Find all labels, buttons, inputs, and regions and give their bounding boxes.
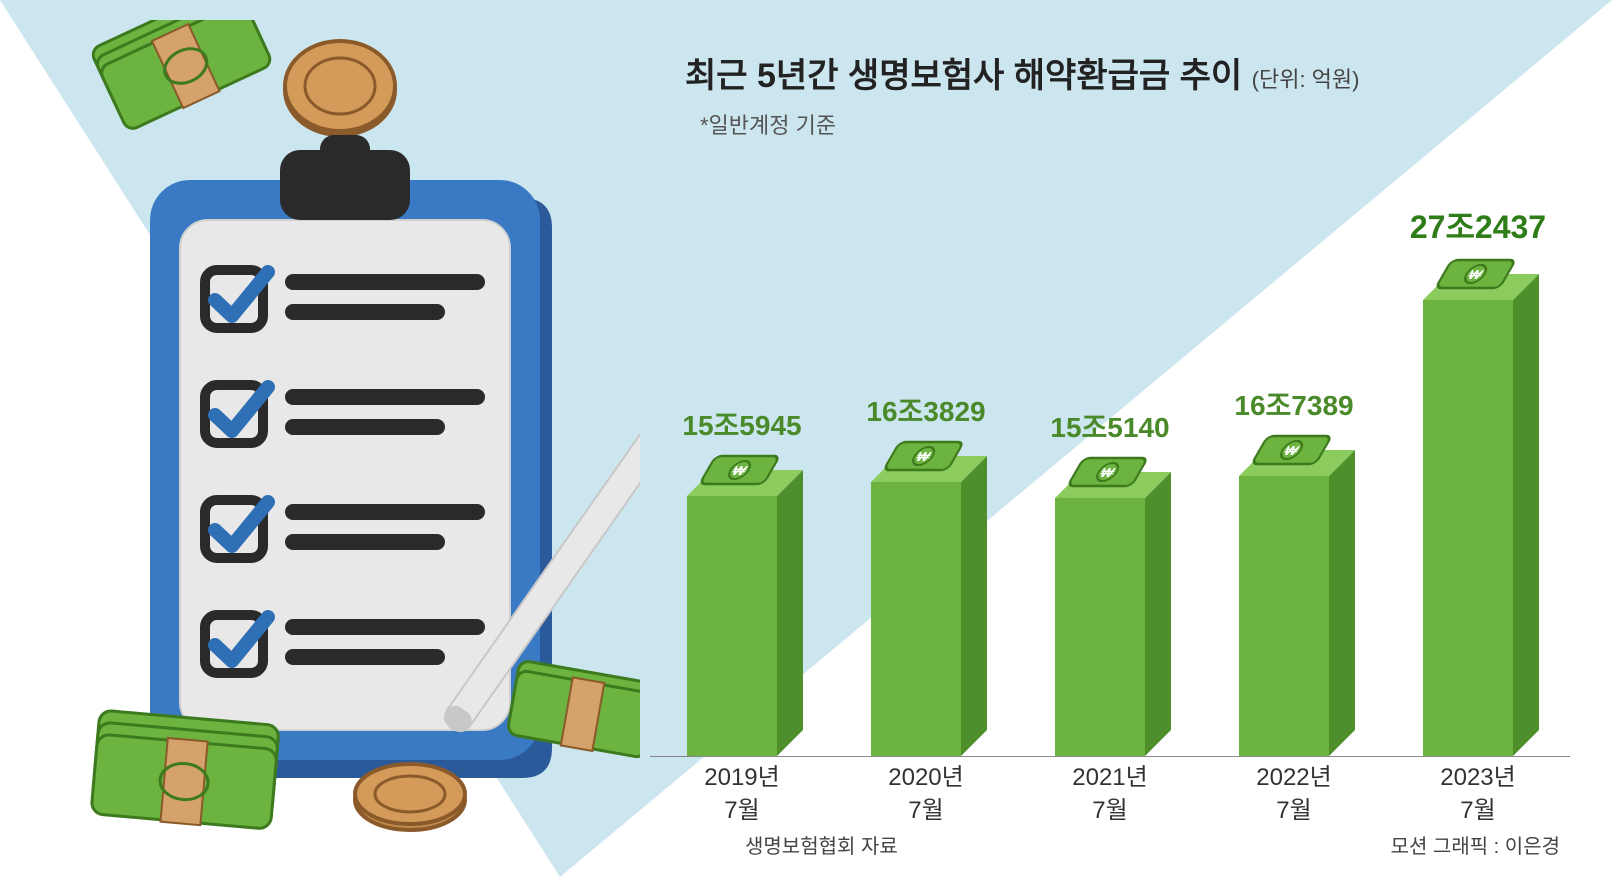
bar-3d (687, 470, 797, 756)
bar-value-label: 15조5945 (682, 404, 801, 444)
axis-label: 2021년7월 (1025, 762, 1195, 827)
bar-3d (1055, 472, 1165, 756)
bar-group: 27조2437 ₩ (1393, 202, 1563, 756)
axis-label: 2023년7월 (1393, 762, 1563, 827)
bar-3d (871, 456, 981, 756)
axis-label: 2020년7월 (841, 762, 1011, 827)
clipboard-illustration (40, 20, 640, 840)
bar-3d (1423, 274, 1533, 756)
bar-value-label: 27조2437 (1410, 202, 1546, 248)
chart-unit: (단위: 억원) (1252, 67, 1360, 92)
bar-group: 16조3829 ₩ (841, 390, 1011, 756)
bar-value-label: 16조3829 (866, 390, 985, 430)
bar-value-label: 16조7389 (1234, 384, 1353, 424)
axis-label: 2022년7월 (1209, 762, 1379, 827)
source-text: 생명보험협회 자료 (745, 830, 898, 859)
bar-group: 15조5140 ₩ (1025, 406, 1195, 756)
money-icon: ₩ (700, 452, 784, 488)
chart-note: *일반계정 기준 (700, 108, 836, 140)
money-icon: ₩ (1436, 256, 1520, 292)
bar-3d (1239, 450, 1349, 756)
bar-chart: 최근 5년간 생명보험사 해약환급금 추이 (단위: 억원) *일반계정 기준 … (600, 0, 1590, 877)
chart-title: 최근 5년간 생명보험사 해약환급금 추이 (단위: 억원) (685, 48, 1359, 97)
money-icon: ₩ (1068, 454, 1152, 490)
money-icon: ₩ (884, 438, 968, 474)
bar-group: 16조7389 ₩ (1209, 384, 1379, 756)
bar-group: 15조5945 ₩ (657, 404, 827, 756)
money-icon: ₩ (1252, 432, 1336, 468)
bars-container: 15조5945 ₩ 16조3829 ₩ 15조5140 ₩ (650, 137, 1570, 757)
axis-label: 2019년7월 (657, 762, 827, 827)
bar-value-label: 15조5140 (1050, 406, 1169, 446)
axis-labels: 2019년7월2020년7월2021년7월2022년7월2023년7월 (650, 762, 1570, 827)
credit-text: 모션 그래픽 : 이은경 (1391, 830, 1560, 859)
